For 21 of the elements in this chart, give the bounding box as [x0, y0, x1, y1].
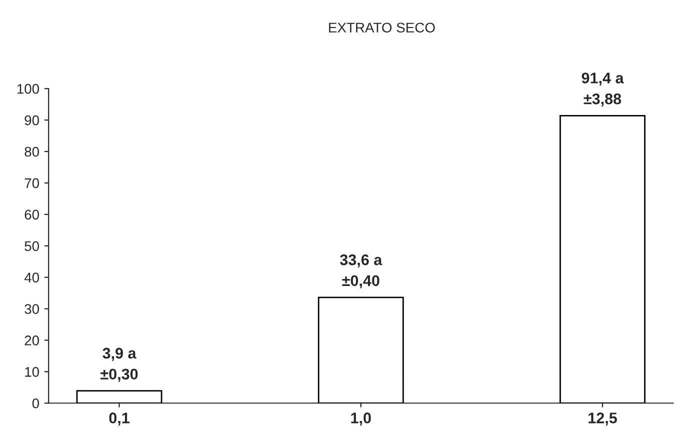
y-tick-label: 70	[24, 178, 40, 188]
y-tick-label: 30	[24, 304, 40, 314]
y-tick-label: 0	[32, 398, 40, 408]
data-label: 91,4 a ±3,88	[582, 72, 624, 107]
y-tick-label: 90	[24, 115, 40, 126]
y-tick-label: 20	[24, 336, 40, 346]
chart-title: EXTRATO SECO	[329, 22, 435, 33]
y-tick-label: 10	[25, 367, 40, 377]
x-tick-label: 1,0	[351, 412, 371, 426]
x-tick-label: 12,5	[588, 412, 617, 426]
bar	[318, 296, 404, 404]
data-label: 3,9 a ±0,30	[100, 348, 138, 382]
y-tick-label: 40	[24, 272, 40, 282]
x-tick-label: 0,1	[109, 412, 130, 426]
bar	[560, 114, 646, 404]
data-label: 33,6 a ±0,40	[340, 254, 382, 288]
y-tick-label: 60	[24, 210, 40, 220]
bar	[76, 390, 162, 404]
y-tick-label: 100	[17, 84, 40, 94]
y-tick-label: 80	[24, 146, 40, 157]
y-tick-label: 50	[24, 241, 40, 252]
